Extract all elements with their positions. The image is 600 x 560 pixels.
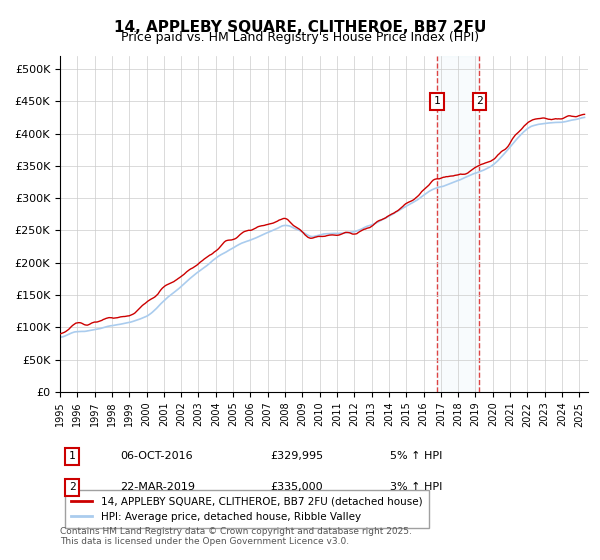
Text: 5% ↑ HPI: 5% ↑ HPI bbox=[390, 451, 442, 461]
Text: 22-MAR-2019: 22-MAR-2019 bbox=[120, 482, 195, 492]
Text: 1: 1 bbox=[433, 96, 440, 106]
Text: 1: 1 bbox=[68, 451, 76, 461]
Text: 2: 2 bbox=[68, 482, 76, 492]
Text: Price paid vs. HM Land Registry's House Price Index (HPI): Price paid vs. HM Land Registry's House … bbox=[121, 31, 479, 44]
Text: 06-OCT-2016: 06-OCT-2016 bbox=[120, 451, 193, 461]
Text: £329,995: £329,995 bbox=[270, 451, 323, 461]
Text: 3% ↑ HPI: 3% ↑ HPI bbox=[390, 482, 442, 492]
Bar bbox=[437, 56, 479, 392]
Text: Contains HM Land Registry data © Crown copyright and database right 2025.
This d: Contains HM Land Registry data © Crown c… bbox=[60, 526, 412, 546]
Text: 14, APPLEBY SQUARE, CLITHEROE, BB7 2FU: 14, APPLEBY SQUARE, CLITHEROE, BB7 2FU bbox=[114, 20, 486, 35]
Text: 2: 2 bbox=[476, 96, 483, 106]
Legend: 14, APPLEBY SQUARE, CLITHEROE, BB7 2FU (detached house), HPI: Average price, det: 14, APPLEBY SQUARE, CLITHEROE, BB7 2FU (… bbox=[65, 490, 428, 528]
Text: £335,000: £335,000 bbox=[270, 482, 323, 492]
